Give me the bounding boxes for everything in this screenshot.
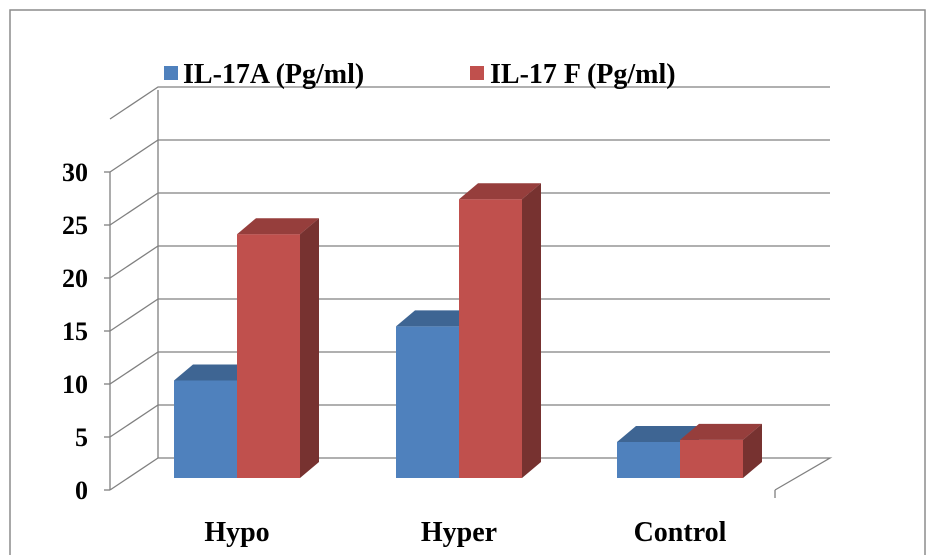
bar-front <box>680 439 743 478</box>
gridline <box>109 351 830 385</box>
bar-hypo-series-2 <box>237 218 319 478</box>
bar-front <box>396 326 459 478</box>
bar-side <box>743 423 762 478</box>
y-tick-label: 15 <box>62 317 88 346</box>
gridline <box>109 404 830 438</box>
bar-front <box>459 199 522 478</box>
bar-top <box>459 183 541 200</box>
bar-front <box>174 380 237 478</box>
gridline <box>109 245 830 279</box>
y-tick-label: 25 <box>62 211 88 240</box>
gridlines <box>109 86 830 438</box>
y-tick-label: 0 <box>75 476 88 505</box>
bar-top <box>237 218 319 235</box>
gridline <box>109 298 830 332</box>
bar-top <box>680 423 762 440</box>
y-tick-label: 5 <box>75 423 88 452</box>
y-tick-label: 20 <box>62 264 88 293</box>
x-category-label: Hyper <box>421 517 497 548</box>
bar-top <box>396 310 478 327</box>
gridline <box>109 139 830 173</box>
bar-hyper-series-2 <box>459 183 541 478</box>
bar-front <box>617 441 680 478</box>
bar-top <box>174 364 256 381</box>
gridline <box>109 86 830 120</box>
x-category-label: Control <box>634 517 727 548</box>
y-tick-label: 10 <box>62 370 88 399</box>
y-axis: 0 5 10 15 20 25 30 <box>62 158 110 505</box>
bar-side <box>522 183 541 478</box>
legend: IL-17A (Pg/ml) IL-17 F (Pg/ml) <box>164 59 676 90</box>
legend-swatch <box>470 66 484 80</box>
x-axis-labels: Hypo Hyper Control <box>204 517 726 548</box>
bar-side <box>300 218 319 478</box>
bar-top <box>617 425 699 442</box>
legend-swatch <box>164 66 178 80</box>
bar-control-series-2 <box>680 423 762 478</box>
bar-front <box>237 234 300 478</box>
x-category-label: Hypo <box>204 517 269 548</box>
gridline <box>109 192 830 226</box>
legend-label: IL-17A (Pg/ml) <box>183 59 364 90</box>
legend-label: IL-17 F (Pg/ml) <box>490 59 676 90</box>
y-tick-label: 30 <box>62 158 88 187</box>
bars <box>174 183 762 478</box>
